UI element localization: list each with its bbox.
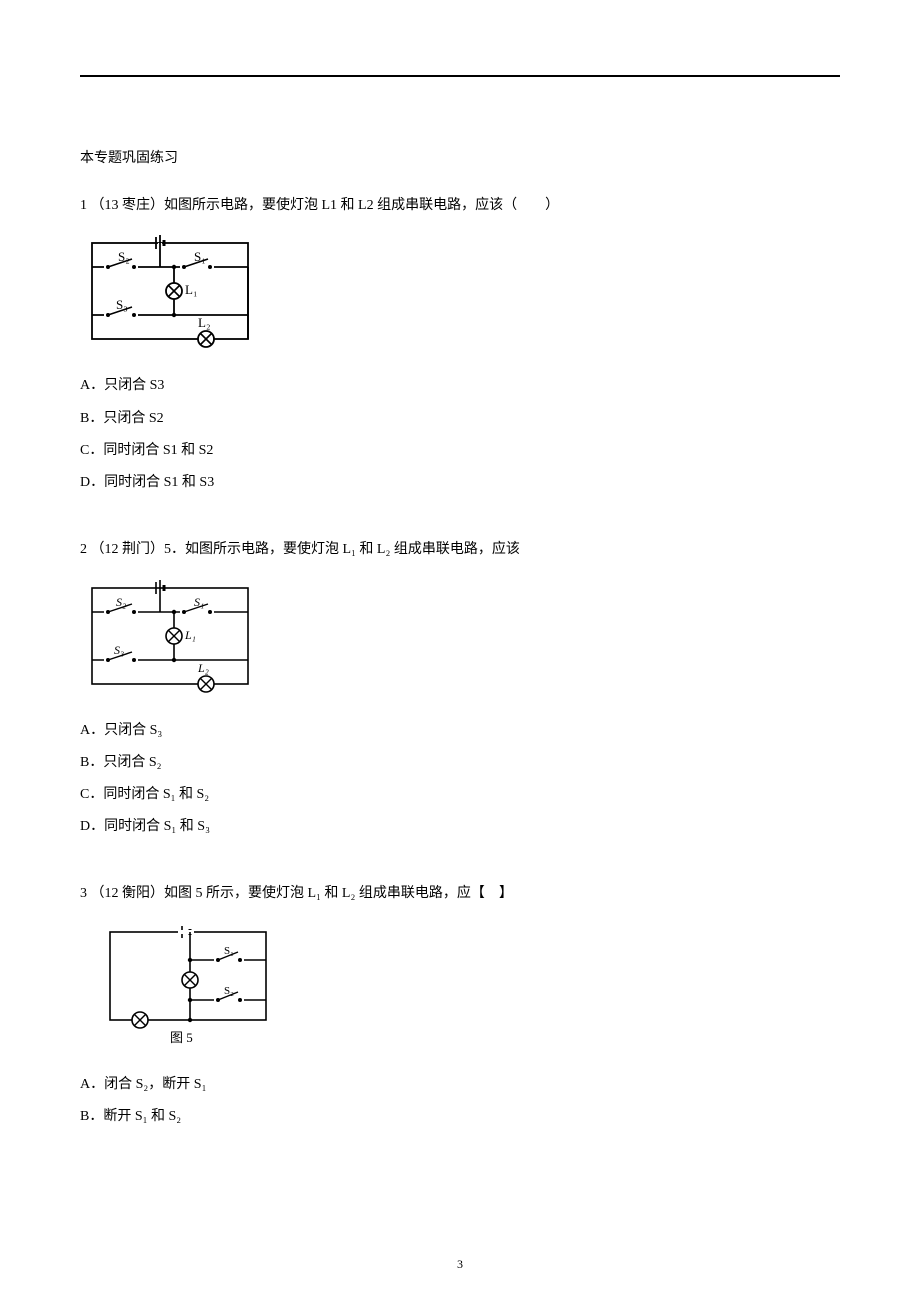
label-s2: S₂ [118, 249, 130, 264]
q2-option-d: D．同时闭合 S₁ 和 S₃ [80, 811, 840, 843]
circuit-diagram-1: S₂ S₁ L₁ [80, 231, 260, 351]
label-s1: S₁ [194, 249, 206, 264]
q3-number: 3 [80, 886, 87, 901]
q2-stem: 2 （12 荆门）5．如图所示电路，要使灯泡 L₁ 和 L₂ 组成串联电路，应该 [80, 539, 840, 561]
fig5-caption: 图 5 [170, 1030, 193, 1045]
q2-number: 2 [80, 542, 87, 557]
svg-text:S₁: S₁ [224, 945, 234, 957]
svg-text:S₂: S₂ [116, 595, 126, 609]
q1-stem: 1 （13 枣庄）如图所示电路，要使灯泡 L1 和 L2 组成串联电路，应该（ … [80, 195, 840, 217]
q1-option-c: C．同时闭合 S1 和 S2 [80, 435, 840, 467]
header-rule [80, 75, 840, 77]
q3-options: A．闭合 S₂，断开 S₁ B．断开 S₁ 和 S₂ [80, 1069, 840, 1133]
circuit-diagram-2: S₂ S₁ L₁ S₃ L₂ [80, 576, 260, 696]
label-l1: L₁ [185, 282, 197, 297]
q3-stem-text: （12 衡阳）如图 5 所示，要使灯泡 L₁ 和 L₂ 组成串联电路，应【 】 [91, 886, 513, 901]
q1-options: A．只闭合 S3 B．只闭合 S2 C．同时闭合 S1 和 S2 D．同时闭合 … [80, 370, 840, 499]
q3-stem: 3 （12 衡阳）如图 5 所示，要使灯泡 L₁ 和 L₂ 组成串联电路，应【 … [80, 883, 840, 905]
question-3: 3 （12 衡阳）如图 5 所示，要使灯泡 L₁ 和 L₂ 组成串联电路，应【 … [80, 883, 840, 1133]
q2-stem-text: （12 荆门）5．如图所示电路，要使灯泡 L₁ 和 L₂ 组成串联电路，应该 [91, 542, 520, 557]
q2-options: A．只闭合 S₃ B．只闭合 S₂ C．同时闭合 S₁ 和 S₂ D．同时闭合 … [80, 715, 840, 844]
page-number: 3 [0, 1257, 920, 1272]
q1-option-d: D．同时闭合 S1 和 S3 [80, 467, 840, 499]
q3-diagram: S₁ S₂ 图 5 [98, 920, 840, 1055]
svg-text:S₃: S₃ [114, 643, 124, 657]
q2-option-a: A．只闭合 S₃ [80, 715, 840, 747]
label-l2: L₂ [198, 315, 210, 330]
q1-option-b: B．只闭合 S2 [80, 403, 840, 435]
q1-number: 1 [80, 198, 87, 213]
q2-option-b: B．只闭合 S₂ [80, 747, 840, 779]
section-title: 本专题巩固练习 [80, 147, 840, 167]
label-s3: S₃ [116, 297, 128, 312]
q1-option-a: A．只闭合 S3 [80, 370, 840, 402]
q3-option-b: B．断开 S₁ 和 S₂ [80, 1101, 840, 1133]
q1-stem-text: （13 枣庄）如图所示电路，要使灯泡 L1 和 L2 组成串联电路，应该（ ） [91, 198, 560, 213]
question-1: 1 （13 枣庄）如图所示电路，要使灯泡 L1 和 L2 组成串联电路，应该（ … [80, 195, 840, 499]
q2-option-c: C．同时闭合 S₁ 和 S₂ [80, 779, 840, 811]
svg-text:L₂: L₂ [197, 661, 209, 675]
circuit-diagram-3: S₁ S₂ 图 5 [98, 920, 278, 1050]
q2-diagram: S₂ S₁ L₁ S₃ L₂ [80, 576, 840, 701]
svg-text:S₂: S₂ [224, 985, 234, 997]
svg-text:S₁: S₁ [194, 595, 204, 609]
question-2: 2 （12 荆门）5．如图所示电路，要使灯泡 L₁ 和 L₂ 组成串联电路，应该… [80, 539, 840, 843]
svg-text:L₁: L₁ [184, 628, 196, 642]
q3-option-a: A．闭合 S₂，断开 S₁ [80, 1069, 840, 1101]
q1-diagram: S₂ S₁ L₁ [80, 231, 840, 356]
